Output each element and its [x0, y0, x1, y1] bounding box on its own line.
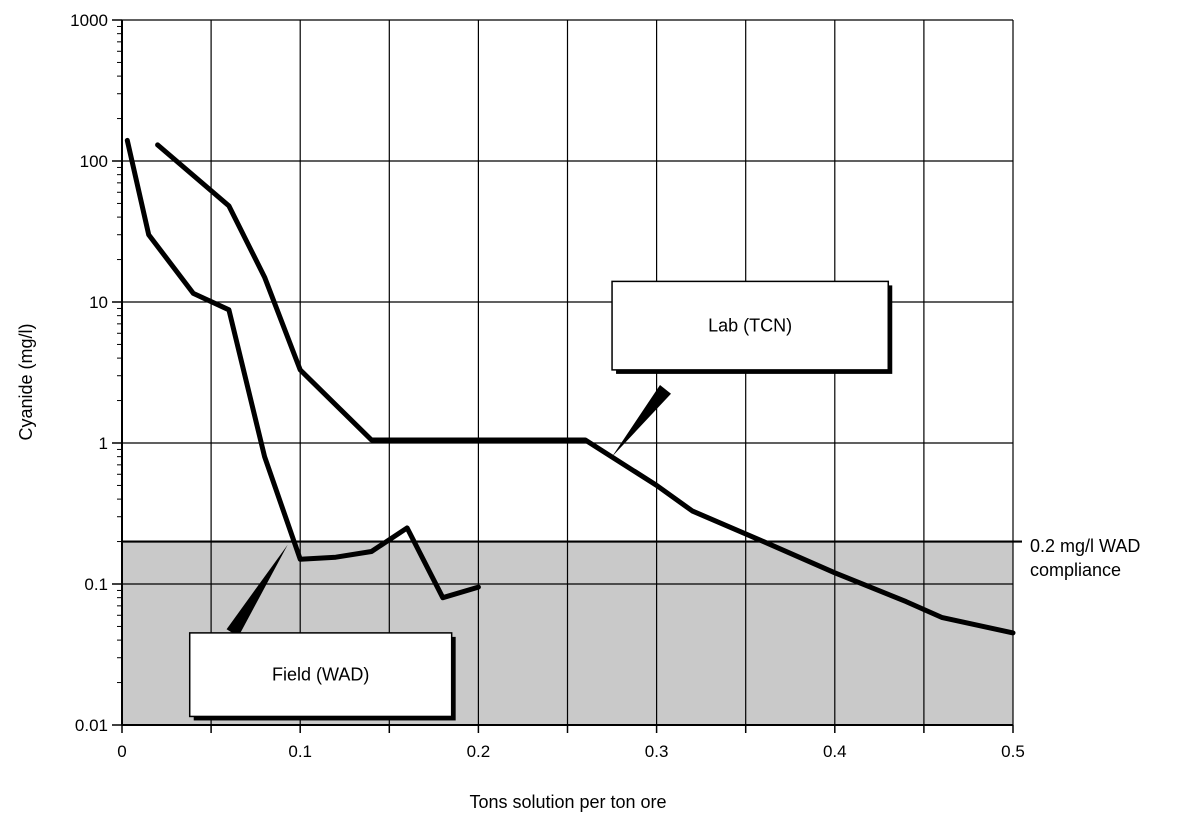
x-tick-label-4: 0.2	[467, 742, 491, 761]
threshold-label-line1: 0.2 mg/l WAD	[1030, 536, 1140, 556]
callout-box-field-wad	[188, 632, 453, 718]
callout-label-field-wad: Field (WAD)	[272, 665, 369, 685]
y-tick-label-1: 0.1	[84, 575, 108, 594]
series-line-lab-tcn	[155, 142, 1016, 636]
tick-labels: 0.01 0.1 1 10 100 1000 0 0.1 0.2 0.3 0.4 0.5	[70, 11, 1025, 761]
callout-pointer-field-wad	[226, 544, 288, 637]
series-line-field-wad	[124, 137, 481, 601]
callout-pointer-lab-tcn	[612, 385, 671, 457]
x-tick-label-6: 0.3	[645, 742, 669, 761]
y-tick-label-3: 10	[89, 293, 108, 312]
callout-box-lab-tcn	[611, 280, 890, 371]
y-tick-label-2: 1	[99, 434, 108, 453]
threshold-label: 0.2 mg/l WAD compliance	[1030, 536, 1145, 580]
series-lines	[124, 137, 1016, 636]
x-axis-title: Tons solution per ton ore	[469, 792, 666, 812]
callout-label-lab-tcn: Lab (TCN)	[708, 316, 792, 336]
y-tick-label-4: 100	[80, 152, 108, 171]
y-tick-label-5: 1000	[70, 11, 108, 30]
threshold-label-line2: compliance	[1030, 560, 1121, 580]
callouts: Lab (TCN) Field (WAD)	[188, 280, 893, 721]
x-tick-label-0: 0	[117, 742, 126, 761]
y-tick-label-0: 0.01	[75, 716, 108, 735]
x-tick-label-2: 0.1	[288, 742, 312, 761]
x-tick-label-8: 0.4	[823, 742, 847, 761]
axes	[112, 19, 1014, 733]
x-tick-label-10: 0.5	[1001, 742, 1025, 761]
y-axis-title: Cyanide (mg/l)	[16, 323, 36, 440]
